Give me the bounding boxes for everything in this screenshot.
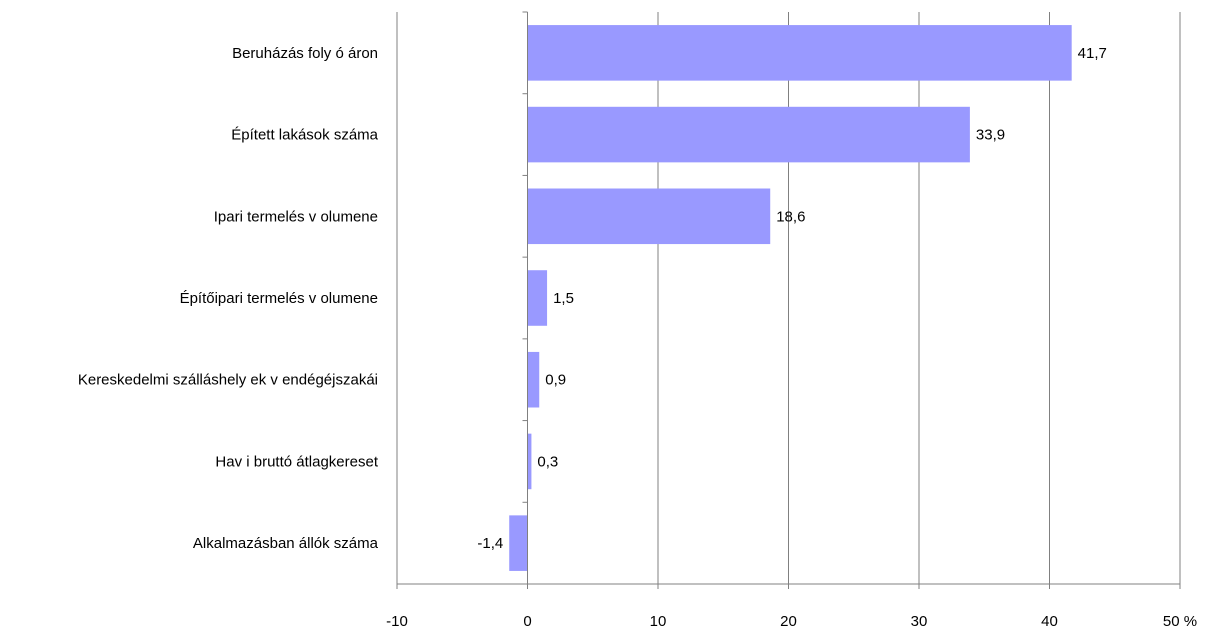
bar (527, 351, 540, 408)
bar (527, 106, 970, 163)
category-label: Építőipari termelés v olumene (180, 290, 378, 307)
value-label: 41,7 (1078, 45, 1107, 62)
labels: -10 0 10 20 30 40 50 % 41,7 Beruházás foly ó áro… (78, 45, 1197, 629)
gridlines (527, 12, 1181, 584)
x-tick-label: 20 (780, 613, 797, 629)
category-label: Hav i bruttó átlagkereset (215, 453, 378, 470)
x-tick-label: 40 (1041, 613, 1058, 629)
bar (527, 188, 771, 245)
value-label: 18,6 (776, 208, 805, 225)
category-label: Beruházás foly ó áron (232, 45, 378, 62)
x-tick-label: 10 (650, 613, 667, 629)
x-tick-label: 30 (911, 613, 928, 629)
category-label: Ipari termelés v olumene (214, 208, 378, 225)
value-label: -1,4 (477, 535, 503, 552)
category-label: Épített lakások száma (231, 127, 378, 144)
bar (509, 515, 528, 571)
value-label: 0,9 (545, 372, 566, 389)
bar (527, 25, 1072, 81)
bar (527, 270, 548, 326)
value-label: 0,3 (537, 453, 558, 470)
value-label: 1,5 (553, 290, 574, 307)
x-tick-label: 0 (523, 613, 531, 629)
category-label: Kereskedelmi szálláshely ek v endégéjsza… (78, 372, 378, 389)
x-tick-label: -10 (386, 613, 408, 629)
axes (396, 11, 1181, 589)
category-label: Alkalmazásban állók száma (193, 535, 379, 552)
bar (527, 433, 532, 490)
value-label: 33,9 (976, 127, 1005, 144)
bars (509, 25, 1072, 571)
x-tick-label: 50 % (1163, 613, 1197, 629)
